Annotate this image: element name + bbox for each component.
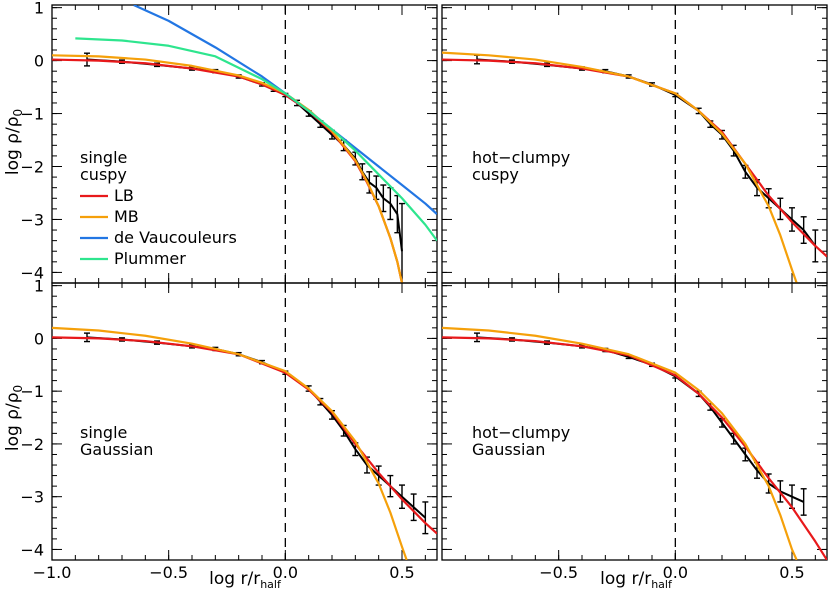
data-trace bbox=[476, 336, 805, 503]
panel-frame bbox=[441, 4, 828, 284]
panel-label: single bbox=[80, 423, 127, 442]
curve-lb bbox=[442, 336, 827, 560]
y-tick-label: 0 bbox=[34, 329, 44, 348]
y-tick-label: −3 bbox=[20, 210, 44, 229]
data-points bbox=[84, 332, 429, 535]
x-tick-label: 0.0 bbox=[663, 563, 688, 582]
curve-mb bbox=[52, 326, 408, 560]
legend-label: de Vaucouleurs bbox=[114, 228, 237, 247]
model-curves bbox=[52, 326, 437, 560]
y-tick-label: −4 bbox=[20, 263, 44, 282]
y-axis-title-bottom: log ρ/ρ0 bbox=[3, 385, 25, 451]
legend-item: LB bbox=[80, 186, 134, 205]
error-bar bbox=[800, 488, 807, 516]
x-tick-label: −1.0 bbox=[33, 563, 72, 582]
x-tick-label: 0.5 bbox=[389, 563, 414, 582]
error-bar bbox=[399, 484, 405, 509]
x-tick-label: −0.5 bbox=[539, 563, 578, 582]
error-bar bbox=[410, 493, 417, 522]
curve-plummer bbox=[75, 37, 437, 242]
panel-label: cuspy bbox=[80, 165, 127, 184]
error-bar bbox=[789, 207, 795, 232]
panel-frame bbox=[51, 4, 438, 284]
panel-label: cuspy bbox=[472, 165, 519, 184]
error-bar bbox=[387, 186, 394, 221]
legend-item: Plummer bbox=[80, 249, 186, 268]
legend-item: de Vaucouleurs bbox=[80, 228, 237, 247]
panel-label: single bbox=[80, 148, 127, 167]
data-trace bbox=[86, 336, 427, 519]
y-tick-label: −2 bbox=[20, 435, 44, 454]
curve-mb bbox=[442, 51, 798, 283]
error-bar bbox=[380, 184, 387, 213]
y-tick-label: −3 bbox=[20, 488, 44, 507]
y-tick-label: −4 bbox=[20, 540, 44, 559]
error-bar bbox=[422, 501, 429, 535]
y-tick-label: −1 bbox=[20, 382, 44, 401]
legend-item: MB bbox=[80, 207, 139, 226]
model-curves bbox=[442, 51, 827, 283]
legend-label: LB bbox=[114, 186, 134, 205]
panel-label: Gaussian bbox=[472, 440, 545, 459]
x-tick-label: −0.5 bbox=[149, 563, 188, 582]
legend-label: Plummer bbox=[114, 249, 186, 268]
legend-label: MB bbox=[114, 207, 139, 226]
y-tick-label: −1 bbox=[20, 105, 44, 124]
model-curves bbox=[52, 5, 437, 283]
y-tick-label: 0 bbox=[34, 52, 44, 71]
x-tick-label: 0.0 bbox=[273, 563, 298, 582]
curve-mb bbox=[442, 326, 798, 560]
panel-label: hot−clumpy bbox=[472, 148, 570, 167]
panel-label: Gaussian bbox=[80, 440, 153, 459]
x-tick-label: 0.5 bbox=[779, 563, 804, 582]
x-axis-title-left: log r/rhalf bbox=[209, 569, 282, 591]
error-bar bbox=[800, 216, 807, 244]
model-curves bbox=[442, 326, 827, 560]
y-tick-label: 1 bbox=[34, 277, 44, 296]
y-axis-title-top: log ρ/ρ0 bbox=[3, 109, 25, 175]
panel-label: hot−clumpy bbox=[472, 423, 570, 442]
panel-frame bbox=[441, 282, 828, 561]
y-tick-label: 1 bbox=[34, 0, 44, 18]
x-axis-title-right: log r/rhalf bbox=[600, 569, 673, 591]
y-tick-label: −2 bbox=[20, 158, 44, 177]
panel-frame bbox=[51, 282, 438, 561]
